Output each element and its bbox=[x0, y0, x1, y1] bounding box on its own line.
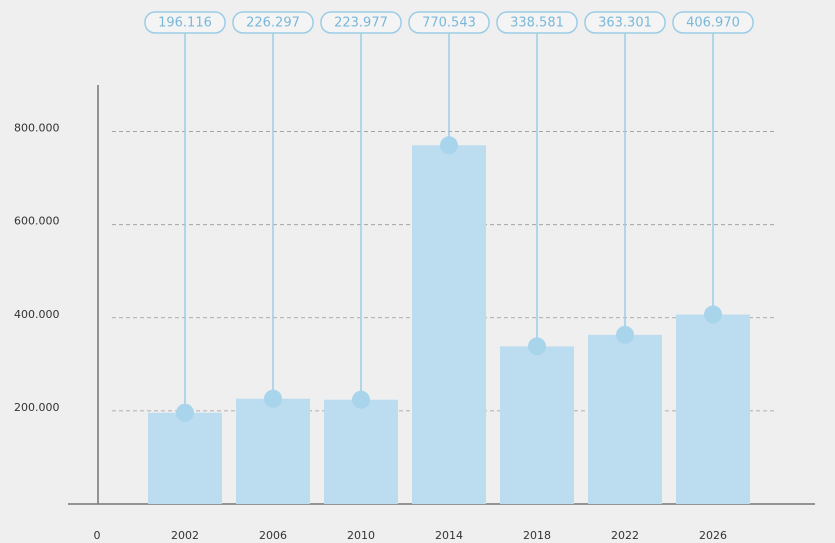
y-tick-label: 600.000 bbox=[14, 215, 60, 228]
value-label: 196.116 bbox=[158, 16, 212, 31]
point bbox=[616, 325, 634, 344]
value-label: 226.297 bbox=[246, 16, 300, 31]
value-label: 406.970 bbox=[686, 16, 740, 31]
label-pill bbox=[144, 11, 226, 34]
point bbox=[352, 390, 370, 409]
x-tick-label: 2006 bbox=[259, 529, 287, 542]
bar bbox=[236, 398, 310, 504]
value-label: 338.581 bbox=[510, 16, 564, 31]
x-tick-label: 2014 bbox=[435, 529, 463, 542]
label-pill bbox=[672, 11, 754, 34]
x-tick-label: 2018 bbox=[523, 529, 551, 542]
label-pill bbox=[320, 11, 402, 34]
point bbox=[440, 136, 458, 155]
point bbox=[176, 403, 194, 422]
bar bbox=[676, 314, 750, 504]
y-tick-label: 200.000 bbox=[14, 401, 60, 414]
bar bbox=[324, 399, 398, 504]
x-tick-label: 2010 bbox=[347, 529, 375, 542]
point bbox=[704, 305, 722, 324]
x-tick-label: 2026 bbox=[699, 529, 727, 542]
bar bbox=[500, 346, 574, 504]
point bbox=[528, 337, 546, 356]
value-label: 223.977 bbox=[334, 16, 388, 31]
bar bbox=[148, 412, 222, 504]
y-tick-label: 400.000 bbox=[14, 308, 60, 321]
label-pill bbox=[496, 11, 578, 34]
label-pill bbox=[584, 11, 666, 34]
value-label: 770.543 bbox=[422, 16, 476, 31]
label-pill bbox=[232, 11, 314, 34]
y-tick-label: 800.000 bbox=[14, 122, 60, 135]
bar bbox=[412, 145, 486, 505]
label-pill bbox=[408, 11, 490, 34]
value-label: 363.301 bbox=[598, 16, 652, 31]
point bbox=[264, 389, 282, 408]
y-tick-label: 0 bbox=[94, 529, 101, 542]
x-tick-label: 2002 bbox=[171, 529, 199, 542]
x-tick-label: 2022 bbox=[611, 529, 639, 542]
bar bbox=[588, 334, 662, 504]
